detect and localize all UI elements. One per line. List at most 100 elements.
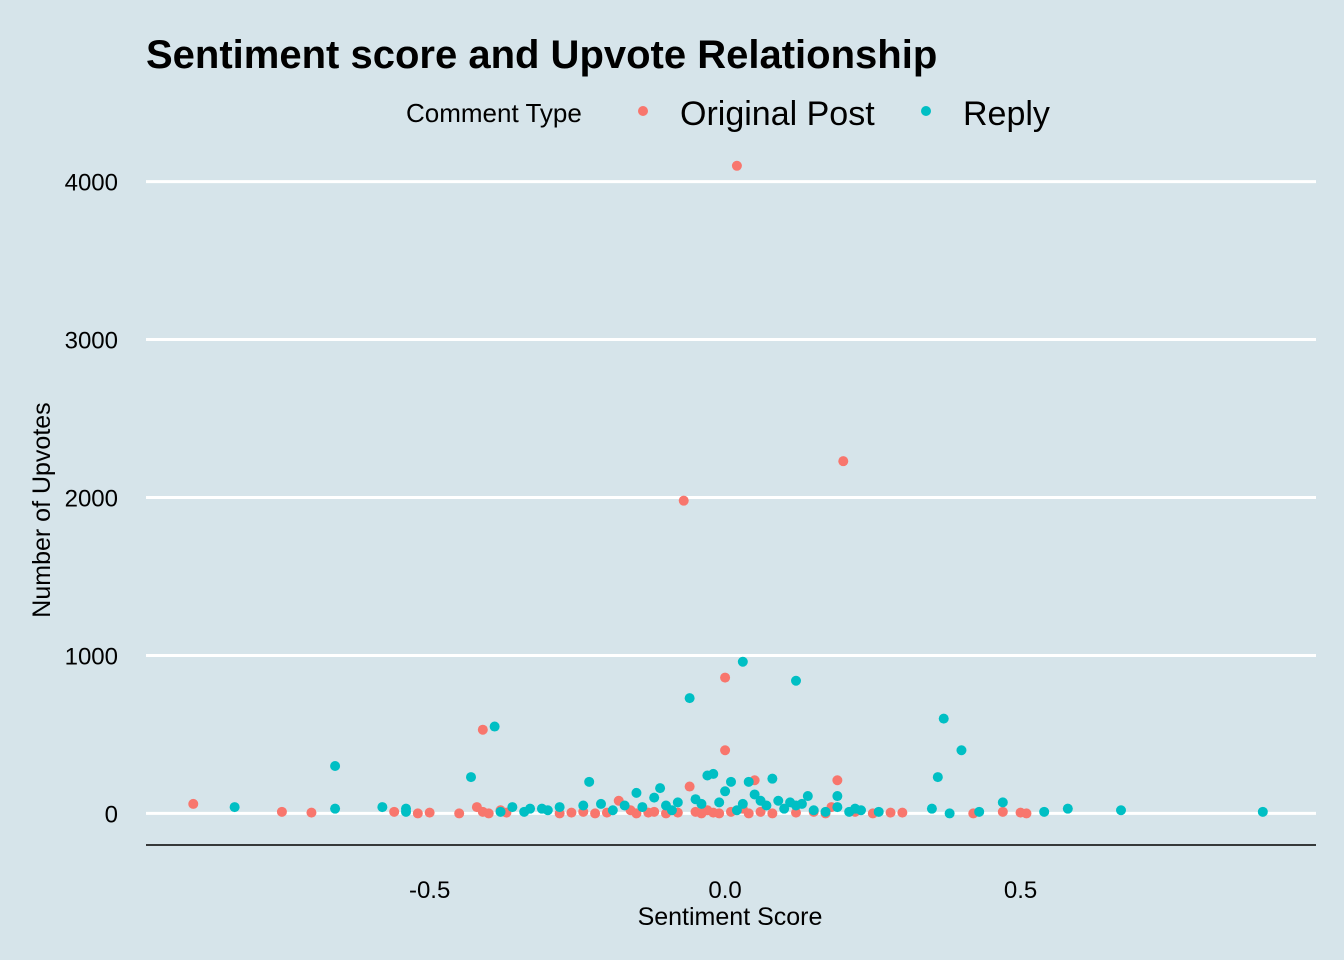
x-axis-label: Sentiment Score [638,903,823,931]
data-point [672,797,683,808]
y-tick-labels: 0 1000 2000 3000 4000 [65,170,118,829]
data-point [714,808,725,819]
y-axis-label: Number of Upvotes [28,402,56,617]
y-tick-label: 1000 [65,643,118,670]
data-point [773,795,784,806]
data-point [737,798,748,809]
data-point [619,800,630,811]
data-point [997,806,1008,817]
y-tick-label: 4000 [65,170,118,197]
legend-key-original-post [638,106,648,116]
data-point [1039,806,1050,817]
data-point [377,802,388,813]
data-point [708,768,719,779]
data-point [791,807,801,818]
data-point [956,745,967,756]
legend-key-reply [921,106,931,116]
data-point [720,786,731,797]
data-point [389,806,400,817]
data-point [997,797,1008,808]
data-point [306,807,317,818]
data-point [767,773,778,784]
data-point [276,806,287,817]
data-point [838,456,849,467]
legend-title: Comment Type [406,98,582,128]
data-point [779,803,790,814]
data-point [731,160,742,171]
x-tick-labels: -0.5 0.0 0.5 [409,877,1037,904]
data-point [944,808,955,819]
data-point [666,805,677,816]
data-point [743,808,754,819]
data-point [731,805,742,816]
data-point [684,781,695,792]
data-point [229,802,240,813]
gridlines [146,180,1316,815]
data-point [873,806,884,817]
y-tick-label: 0 [105,801,118,828]
data-point [932,772,943,783]
data-point [637,802,648,813]
data-point [525,803,536,814]
x-tick-label: 0.5 [1004,877,1037,904]
x-tick-label: 0.0 [708,877,741,904]
data-point [791,675,801,686]
data-point [424,807,435,818]
data-point [631,787,642,798]
data-point [1021,808,1032,819]
data-point [720,745,731,756]
data-point [974,806,985,817]
data-point [743,776,754,787]
data-point [802,791,813,802]
data-point [330,761,341,772]
data-point [737,656,748,667]
chart-title: Sentiment score and Upvote Relationship [146,33,937,77]
data-point [596,798,606,809]
data-point [938,713,949,724]
data-point [755,806,766,817]
legend: Comment Type Original Post Reply [406,95,1050,133]
y-tick-label: 2000 [65,486,118,513]
data-point [1257,806,1268,817]
data-point [188,798,199,809]
data-point [832,802,843,813]
data-point [796,798,807,809]
data-point [720,672,731,683]
data-point [477,724,488,735]
data-point [489,721,500,732]
data-point [466,772,476,783]
data-point [607,805,618,816]
data-point [767,808,778,819]
data-point [761,800,772,811]
data-point [684,693,695,704]
data-point [1062,803,1073,814]
data-point [566,807,577,818]
data-point [820,806,831,817]
series-reply [229,656,1268,819]
data-point [749,789,760,800]
data-point [590,808,601,819]
data-point [1116,805,1126,816]
data-point [856,805,866,816]
data-points [188,160,1268,819]
data-point [649,806,660,817]
data-point [454,808,465,819]
data-point [696,798,707,809]
data-point [631,808,642,819]
data-point [649,792,660,803]
data-point [507,802,518,813]
data-point [412,808,423,819]
legend-label-original-post: Original Post [680,95,875,133]
data-point [808,805,819,816]
data-point [655,783,666,794]
data-point [483,808,494,819]
data-point [495,806,506,817]
data-point [584,776,595,787]
data-point [832,775,843,786]
data-point [578,800,589,811]
series-original-post [188,160,1032,819]
data-point [832,791,843,802]
data-point [401,806,411,817]
data-point [714,797,725,808]
